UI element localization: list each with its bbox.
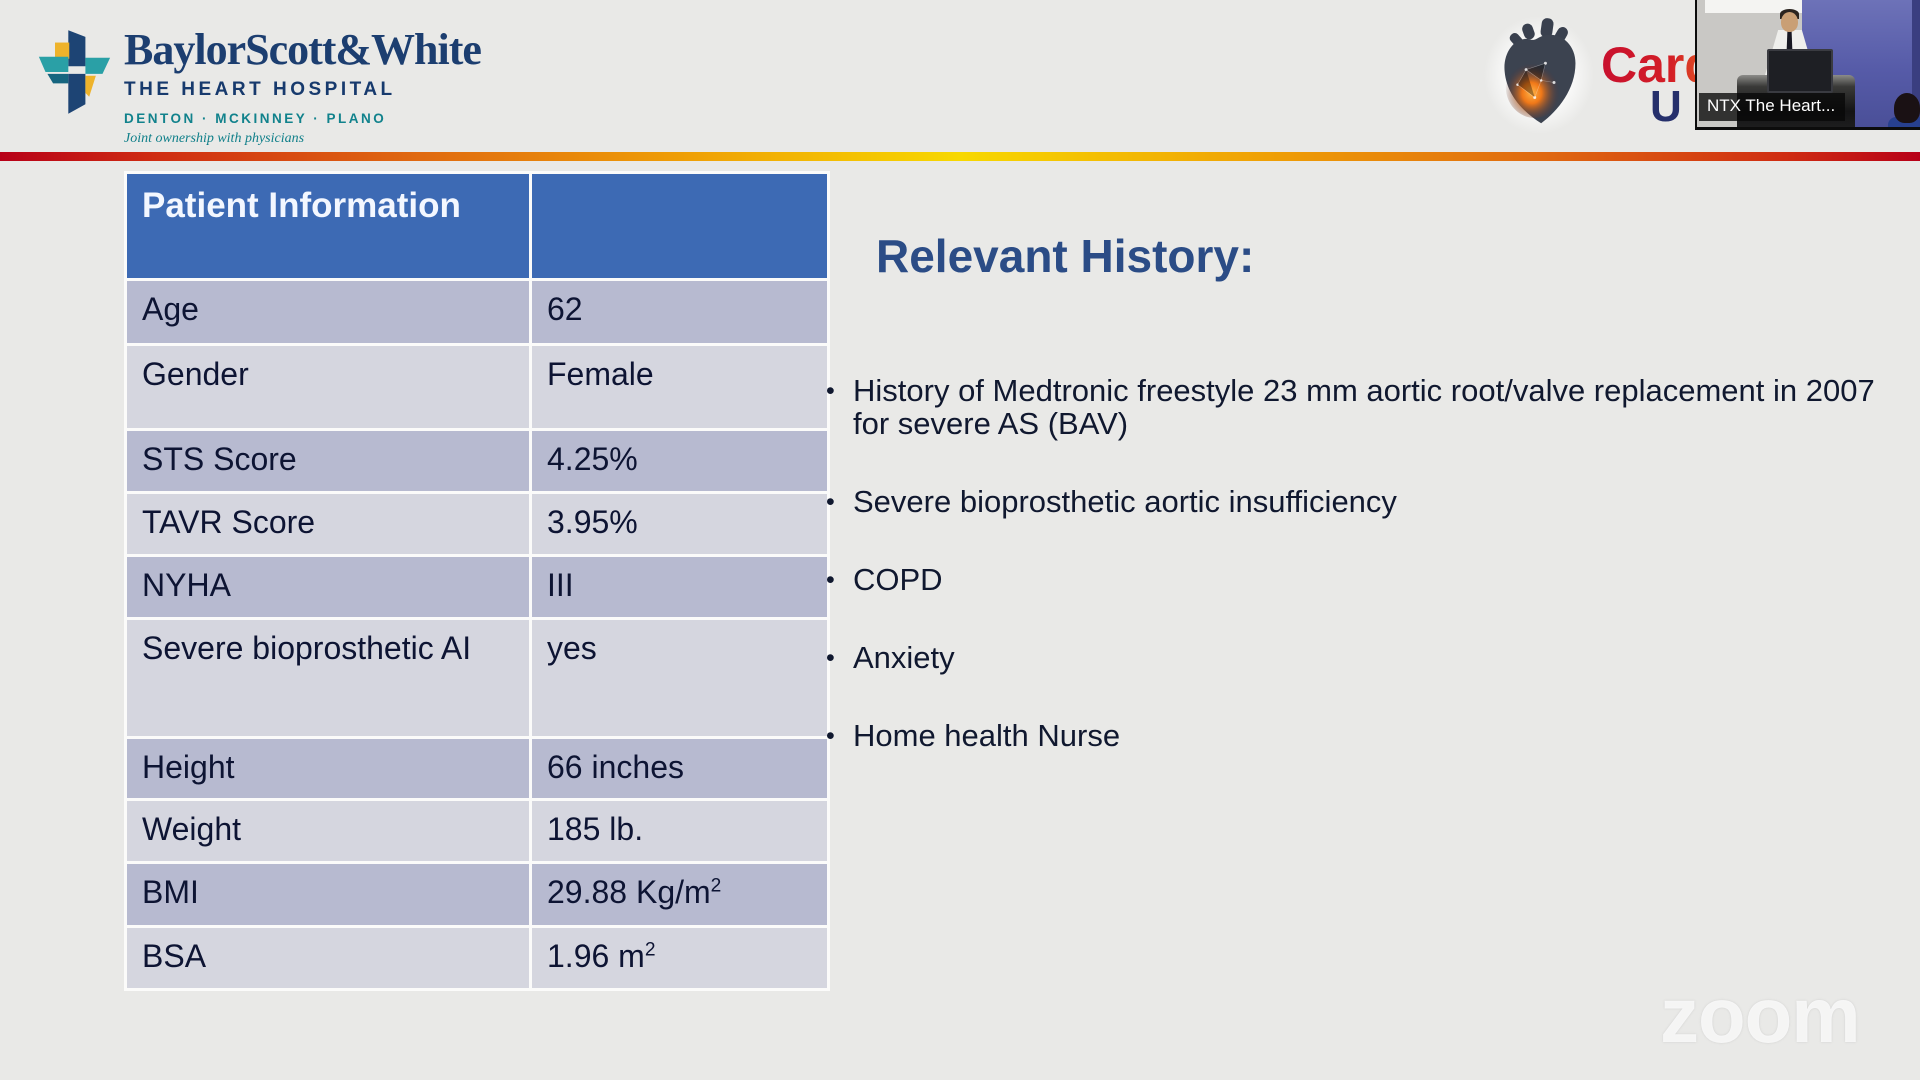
row-label: Severe bioprosthetic AI <box>127 620 529 736</box>
cardiac-heart-logo <box>1484 16 1594 134</box>
row-label: STS Score <box>127 431 529 491</box>
row-value: 62 <box>532 281 827 343</box>
history-bullet: Anxiety <box>824 641 1876 675</box>
table-header-value-cell <box>532 174 827 278</box>
hospital-tagline: Joint ownership with physicians <box>124 131 305 146</box>
patient-info-table: Patient Information Age 62 Gender Female… <box>124 171 830 991</box>
table-title-cell: Patient Information <box>127 174 529 278</box>
row-label: Weight <box>127 801 529 861</box>
table-row: Weight 185 lb. <box>127 801 827 861</box>
row-label: NYHA <box>127 557 529 617</box>
history-bullet: COPD <box>824 563 1876 597</box>
podium-laptop <box>1767 49 1833 93</box>
video-participant-label: NTX The Heart... <box>1699 93 1846 121</box>
hospital-brand: BaylorScott&White <box>124 25 482 74</box>
table-row: Severe bioprosthetic AI yes <box>127 620 827 736</box>
attendee-hair <box>1894 93 1920 123</box>
zoom-watermark: zoom <box>1660 971 1861 1059</box>
history-bullet: Home health Nurse <box>824 719 1876 753</box>
history-bullet-list: History of Medtronic freestyle 23 mm aor… <box>824 374 1876 797</box>
video-screen-edge <box>1912 0 1920 127</box>
history-bullet: History of Medtronic freestyle 23 mm aor… <box>824 374 1876 440</box>
history-bullet: Severe bioprosthetic aortic insufficienc… <box>824 485 1876 519</box>
row-value: 66 inches <box>532 739 827 798</box>
row-label: BMI <box>127 864 529 925</box>
row-value: Female <box>532 346 827 428</box>
table-row: STS Score 4.25% <box>127 431 827 491</box>
row-label: BSA <box>127 928 529 988</box>
history-title: Relevant History: <box>876 229 1255 282</box>
row-value: 29.88 Kg/m2 <box>532 864 827 925</box>
hospital-logo-text: BaylorScott&White THE HEART HOSPITAL DEN… <box>124 16 482 147</box>
heart-icon <box>1504 18 1576 124</box>
row-value: 4.25% <box>532 431 827 491</box>
presenter-head <box>1781 12 1798 32</box>
table-row: BMI 29.88 Kg/m2 <box>127 864 827 925</box>
row-value: 3.95% <box>532 494 827 554</box>
table-row: Gender Female <box>127 346 827 428</box>
presenter-video-thumbnail[interactable]: NTX The Heart... <box>1695 0 1920 130</box>
hospital-locations: DENTON · MCKINNEY · PLANO <box>124 111 387 126</box>
row-label: Age <box>127 281 529 343</box>
slide-accent-bar <box>0 152 1920 161</box>
hospital-logo: BaylorScott&White THE HEART HOSPITAL DEN… <box>36 16 482 147</box>
unit-superscript: 2 <box>644 939 656 961</box>
row-label: Gender <box>127 346 529 428</box>
event-subtitle-fragment: U <box>1650 82 1682 131</box>
table-row: BSA 1.96 m2 <box>127 928 827 988</box>
row-label: TAVR Score <box>127 494 529 554</box>
table-row: Age 62 <box>127 281 827 343</box>
row-label: Height <box>127 739 529 798</box>
row-value: 185 lb. <box>532 801 827 861</box>
unit-superscript: 2 <box>710 875 722 897</box>
row-value: 1.96 m2 <box>532 928 827 988</box>
row-value: III <box>532 557 827 617</box>
table-row: TAVR Score 3.95% <box>127 494 827 554</box>
hospital-name: THE HEART HOSPITAL <box>124 79 396 100</box>
table-header-row: Patient Information <box>127 174 827 278</box>
bsw-cross-icon <box>38 30 111 114</box>
table-row: Height 66 inches <box>127 739 827 798</box>
row-value: yes <box>532 620 827 736</box>
table-row: NYHA III <box>127 557 827 617</box>
